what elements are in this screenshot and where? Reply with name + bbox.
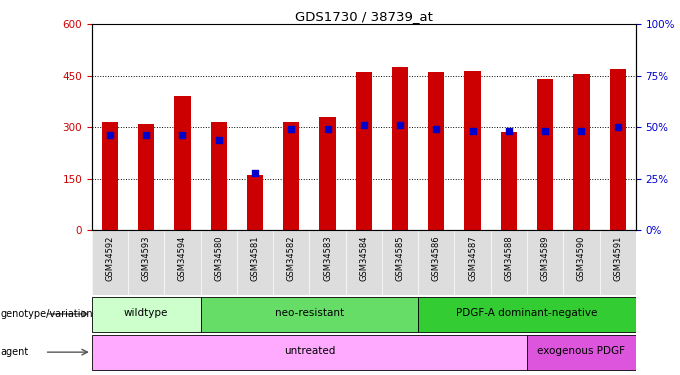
Point — [286, 126, 296, 132]
Text: untreated: untreated — [284, 346, 335, 356]
Bar — [92, 335, 527, 370]
Text: GSM34582: GSM34582 — [287, 236, 296, 281]
Point — [214, 136, 224, 142]
Bar — [174, 96, 190, 230]
Text: GSM34584: GSM34584 — [359, 236, 369, 281]
Point — [177, 132, 188, 138]
Text: GSM34588: GSM34588 — [505, 236, 513, 281]
Point — [576, 128, 587, 134]
Point — [431, 126, 442, 132]
Bar — [609, 69, 626, 230]
Point — [250, 170, 260, 176]
Text: GSM34586: GSM34586 — [432, 236, 441, 281]
Point — [540, 128, 551, 134]
Point — [467, 128, 478, 134]
Text: GSM34592: GSM34592 — [105, 236, 114, 281]
Bar — [418, 297, 636, 332]
Bar — [500, 132, 517, 230]
Bar — [92, 297, 201, 332]
Text: neo-resistant: neo-resistant — [275, 308, 344, 318]
Text: GSM34581: GSM34581 — [250, 236, 260, 281]
Text: GSM34591: GSM34591 — [613, 236, 622, 281]
Point — [612, 124, 623, 130]
Point — [394, 122, 405, 128]
Bar — [138, 124, 154, 230]
Point — [141, 132, 152, 138]
Bar — [464, 70, 481, 230]
Text: GSM34594: GSM34594 — [178, 236, 187, 281]
Bar — [247, 175, 263, 230]
Point — [358, 122, 369, 128]
Text: GSM34593: GSM34593 — [141, 236, 151, 281]
Text: exogenous PDGF: exogenous PDGF — [537, 346, 626, 356]
Title: GDS1730 / 38739_at: GDS1730 / 38739_at — [295, 10, 432, 23]
Text: PDGF-A dominant-negative: PDGF-A dominant-negative — [456, 308, 598, 318]
Point — [322, 126, 333, 132]
Text: GSM34583: GSM34583 — [323, 236, 332, 281]
Text: wildtype: wildtype — [124, 308, 169, 318]
Text: agent: agent — [1, 347, 29, 357]
Bar — [211, 122, 227, 230]
Bar — [537, 79, 554, 230]
Point — [105, 132, 116, 138]
Bar — [102, 122, 118, 230]
Text: GSM34590: GSM34590 — [577, 236, 586, 281]
Bar — [320, 117, 336, 230]
Bar — [283, 122, 299, 230]
Text: GSM34585: GSM34585 — [396, 236, 405, 281]
Bar — [356, 72, 372, 230]
Text: GSM34587: GSM34587 — [468, 236, 477, 281]
Point — [503, 128, 514, 134]
Bar — [428, 72, 445, 230]
Bar — [527, 335, 636, 370]
Text: GSM34589: GSM34589 — [541, 236, 549, 281]
Text: genotype/variation: genotype/variation — [1, 309, 93, 319]
Bar — [201, 297, 418, 332]
Bar — [392, 67, 408, 230]
Text: GSM34580: GSM34580 — [214, 236, 223, 281]
Bar — [573, 74, 590, 230]
